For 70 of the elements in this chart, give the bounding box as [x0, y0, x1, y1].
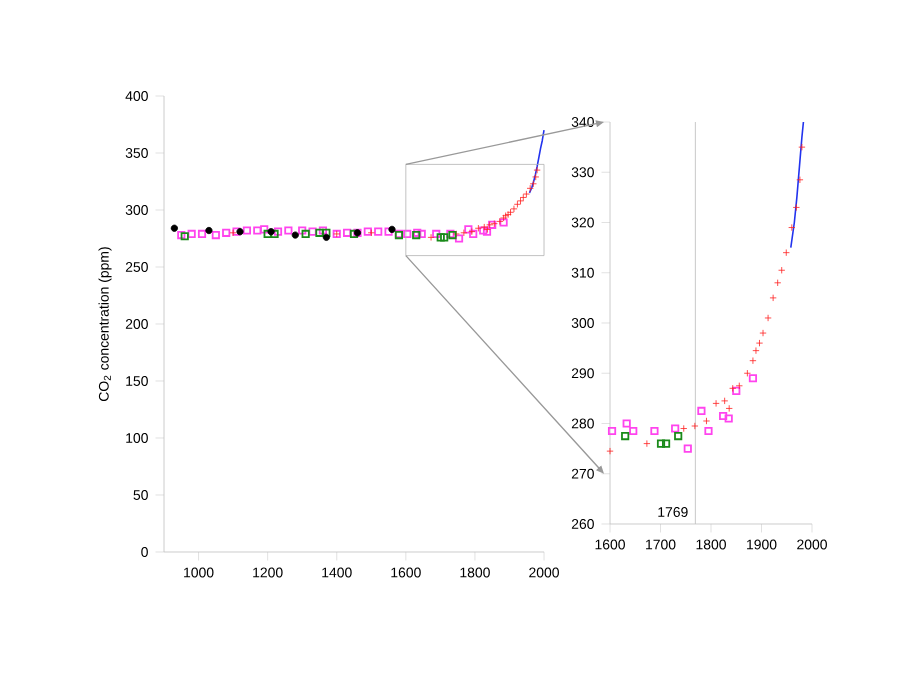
point [743, 369, 751, 377]
point [712, 399, 720, 407]
point [749, 357, 757, 365]
point [291, 231, 299, 239]
point [724, 414, 733, 423]
point [403, 229, 412, 239]
point [674, 431, 683, 441]
point [721, 397, 729, 405]
point [522, 190, 530, 198]
point [187, 229, 196, 239]
point [253, 226, 262, 235]
point [211, 230, 220, 240]
point [374, 227, 383, 236]
point [519, 193, 527, 202]
point [197, 229, 207, 239]
point [782, 249, 790, 257]
point [725, 404, 733, 413]
point [778, 266, 786, 274]
point [643, 440, 651, 448]
point [343, 228, 352, 237]
point [755, 339, 764, 347]
point [671, 424, 680, 433]
point [697, 406, 706, 416]
point [526, 184, 534, 192]
point [752, 347, 760, 355]
point [170, 224, 178, 232]
point [322, 233, 330, 241]
point [764, 314, 772, 322]
point [788, 223, 796, 232]
point [680, 424, 688, 433]
point [661, 439, 671, 448]
point [607, 426, 617, 436]
point [529, 180, 537, 188]
point [474, 224, 482, 232]
point [622, 419, 631, 428]
point [417, 229, 426, 239]
point [284, 226, 293, 235]
point [650, 426, 659, 436]
point [629, 426, 638, 436]
point [532, 173, 540, 181]
point [748, 374, 758, 383]
point [759, 329, 767, 337]
point [516, 197, 525, 205]
point [774, 279, 782, 287]
point [798, 143, 806, 151]
point [205, 226, 213, 235]
point [506, 208, 515, 216]
point [242, 226, 252, 235]
point [427, 233, 435, 241]
point [533, 166, 541, 174]
point [621, 431, 630, 441]
point [606, 447, 614, 455]
point [735, 382, 743, 390]
point [656, 439, 666, 448]
point [222, 228, 231, 237]
point [719, 411, 728, 421]
point [454, 234, 464, 243]
point [440, 233, 449, 242]
point [691, 422, 699, 430]
line-series [528, 129, 545, 194]
point [796, 176, 804, 184]
point [510, 205, 518, 213]
point [769, 294, 777, 302]
point [702, 417, 711, 425]
point [460, 229, 468, 237]
point [308, 227, 317, 236]
point [792, 203, 800, 212]
point [683, 444, 692, 453]
point [513, 200, 521, 208]
point [704, 426, 713, 436]
